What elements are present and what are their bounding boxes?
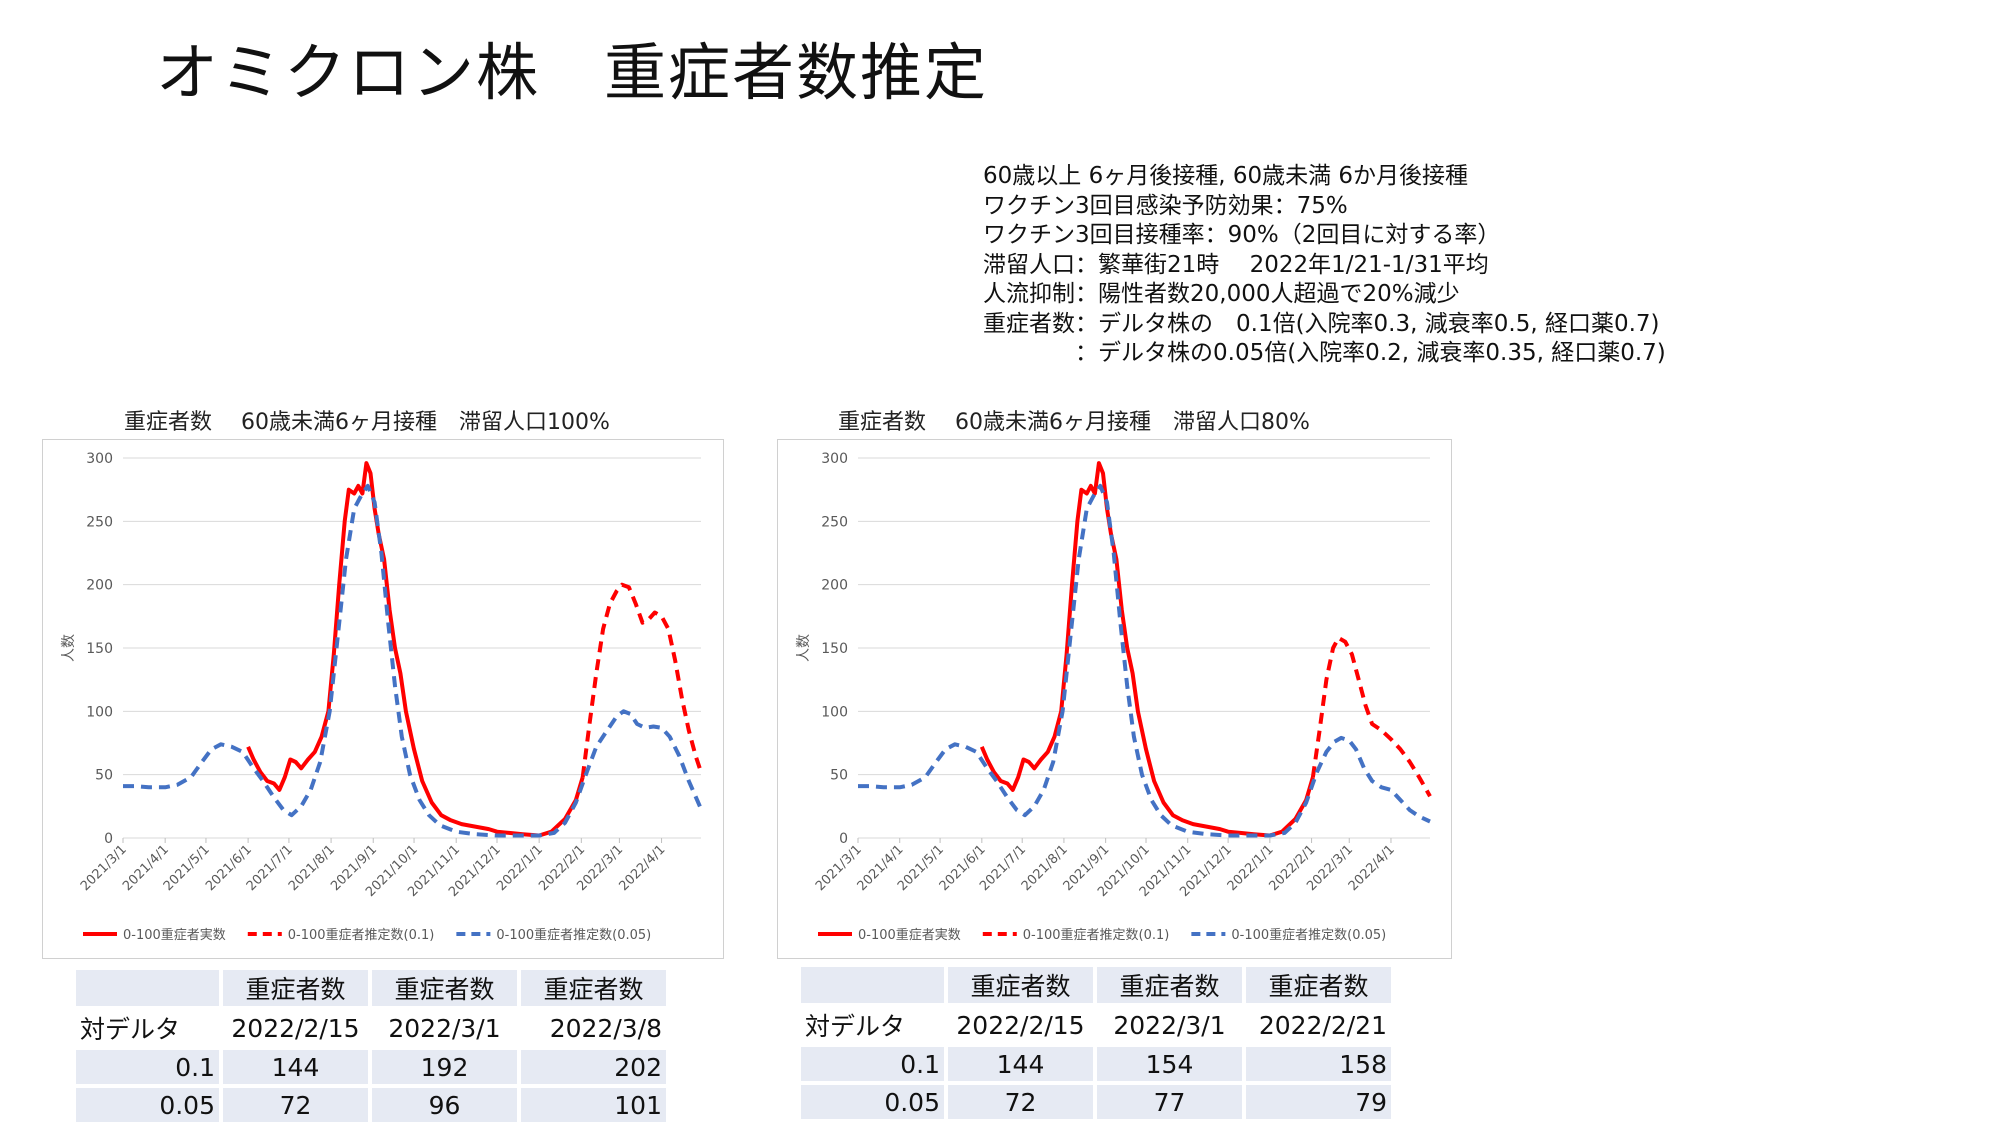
- legend-label: 0-100重症者推定数(0.1): [1023, 927, 1170, 943]
- page-title: オミクロン株 重症者数推定: [156, 36, 989, 109]
- y-axis-label: 人数: [61, 634, 77, 662]
- table-cell: 2022/3/1: [388, 1013, 501, 1043]
- y-tick-label: 250: [86, 514, 113, 530]
- table-header-cell: 重症者数: [223, 970, 368, 1006]
- chart-2-svg: 050100150200250300人数2021/3/12021/4/12021…: [796, 451, 1432, 943]
- x-tick-label: 2022/4/1: [1346, 842, 1398, 894]
- table-header-row: 重症者数 重症者数 重症者数: [76, 970, 666, 1006]
- y-tick-label: 200: [821, 578, 848, 594]
- chart-2: 0 50 100 150 200 250 300 人数 2021/3/1 2021/4/1 2021…: [777, 439, 1452, 959]
- series-line: [979, 461, 1315, 838]
- y-tick-label: 200: [86, 578, 113, 594]
- table-cell: 0.05: [801, 1085, 944, 1119]
- table-cell: 72: [948, 1085, 1093, 1119]
- note-line: 滞留人口：繁華街21時 2022年1/21-1/31平均: [983, 251, 1489, 278]
- x-tick-label: 2022/4/1: [616, 842, 668, 894]
- legend-label: 0-100重症者推定数(0.05): [496, 927, 651, 943]
- table-cell: 79: [1246, 1085, 1391, 1119]
- table-cell: 101: [521, 1088, 666, 1122]
- table-cell: 0.05: [76, 1088, 219, 1122]
- y-tick-label: 50: [830, 768, 848, 784]
- y-tick-label: 300: [821, 451, 848, 467]
- note-line: 60歳以上 6ヶ月後接種, 60歳未満 6か月後接種: [983, 163, 1469, 189]
- series-line: [246, 461, 585, 838]
- series-line: [123, 483, 703, 838]
- table-header-cell: 重症者数: [948, 967, 1093, 1003]
- scenario-notes: 60歳以上 6ヶ月後接種, 60歳未満 6か月後接種 ワクチン3回目感染予防効果…: [983, 162, 1666, 369]
- table-cell: 2022/3/1: [1113, 1010, 1226, 1040]
- y-tick-label: 150: [86, 641, 113, 657]
- table-cell: 144: [223, 1050, 368, 1084]
- y-tick-label: 150: [821, 641, 848, 657]
- chart-1: 0 50 100 150 200 250 300 人数 2021/3/1 2021/4/1 2021…: [42, 439, 724, 959]
- legend-label: 0-100重症者実数: [858, 927, 961, 943]
- table-cell: 144: [948, 1047, 1093, 1081]
- table-row: 0.05 72 96 101: [76, 1088, 666, 1122]
- table-cell: 77: [1097, 1085, 1242, 1119]
- table-cell: 192: [372, 1050, 517, 1084]
- y-tick-label: 250: [821, 514, 848, 530]
- table-cell: 0.1: [76, 1050, 219, 1084]
- table-header-row: 重症者数 重症者数 重症者数: [801, 967, 1391, 1003]
- series-line: [580, 582, 703, 778]
- note-line: ワクチン3回目感染予防効果：75%: [983, 192, 1348, 219]
- y-tick-label: 0: [104, 831, 113, 847]
- table-row: 対デルタ 2022/2/15 2022/3/1 2022/2/21: [801, 1007, 1391, 1043]
- table-cell: 96: [372, 1088, 517, 1122]
- table-cell: 158: [1246, 1047, 1391, 1081]
- table-cell: 2022/2/15: [956, 1010, 1085, 1040]
- y-tick-label: 100: [86, 704, 113, 720]
- table-cell: 対デルタ: [805, 1012, 906, 1041]
- note-line: ：デルタ株の0.05倍(入院率0.2, 減衰率0.35, 経口薬0.7): [983, 340, 1666, 366]
- y-tick-label: 100: [821, 704, 848, 720]
- table-row: 0.05 72 77 79: [801, 1085, 1391, 1119]
- table-cell: 対デルタ: [80, 1015, 181, 1044]
- table-cell: 2022/2/21: [1258, 1010, 1387, 1040]
- table-cell: 2022/3/8: [549, 1013, 662, 1043]
- table-row: 0.1 144 192 202: [76, 1050, 666, 1084]
- note-line: 人流抑制：陽性者数20,000人超過で20%減少: [983, 281, 1460, 307]
- result-table-2: 重症者数 重症者数 重症者数 対デルタ 2022/2/15 2022/3/1 2…: [797, 963, 1395, 1123]
- table-header-cell: 重症者数: [372, 970, 517, 1006]
- chart-title-1: 重症者数 60歳未満6ヶ月接種 滞留人口100%: [124, 410, 610, 435]
- table-header-cell: 重症者数: [521, 970, 666, 1006]
- table-cell: 0.1: [801, 1047, 944, 1081]
- chart-title-2: 重症者数 60歳未満6ヶ月接種 滞留人口80%: [838, 410, 1310, 435]
- table-header-cell: 重症者数: [1097, 967, 1242, 1003]
- y-tick-label: 50: [95, 768, 113, 784]
- table-header-cell: 重症者数: [1246, 967, 1391, 1003]
- legend-label: 0-100重症者実数: [123, 927, 226, 943]
- y-axis-label: 人数: [796, 634, 812, 662]
- series-line: [858, 483, 1431, 838]
- table-row: 0.1 144 154 158: [801, 1047, 1391, 1081]
- y-tick-label: 300: [86, 451, 113, 467]
- y-tick-label: 0: [839, 831, 848, 847]
- table-cell: 2022/2/15: [231, 1013, 360, 1043]
- note-line: 重症者数：デルタ株の 0.1倍(入院率0.3, 減衰率0.5, 経口薬0.7): [983, 310, 1660, 337]
- note-line: ワクチン3回目接種率：90%（2回目に対する率）: [983, 222, 1501, 248]
- series-line: [1310, 635, 1432, 798]
- result-table-1: 重症者数 重症者数 重症者数 対デルタ 2022/2/15 2022/3/1 2…: [72, 966, 670, 1126]
- chart-1-svg: 050100150200250300人数2021/3/12021/4/12021…: [61, 451, 703, 943]
- legend-label: 0-100重症者推定数(0.05): [1231, 927, 1386, 943]
- table-cell: [801, 967, 944, 1003]
- legend-label: 0-100重症者推定数(0.1): [288, 927, 435, 943]
- table-cell: 202: [521, 1050, 666, 1084]
- table-cell: 154: [1097, 1047, 1242, 1081]
- table-row: 対デルタ 2022/2/15 2022/3/1 2022/3/8: [76, 1010, 666, 1046]
- table-cell: 72: [223, 1088, 368, 1122]
- table-cell: [76, 970, 219, 1006]
